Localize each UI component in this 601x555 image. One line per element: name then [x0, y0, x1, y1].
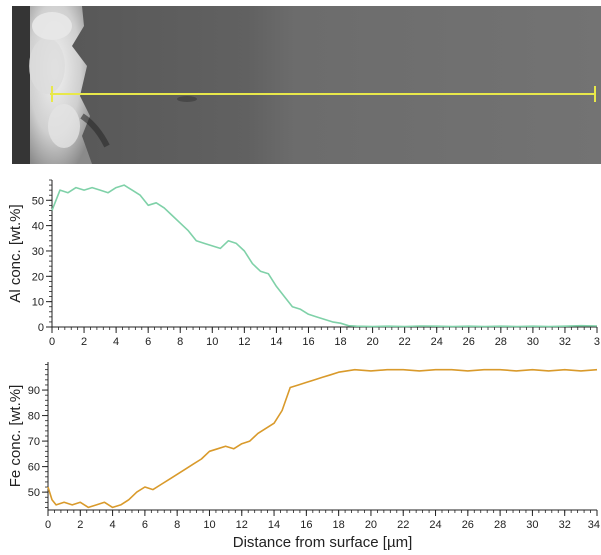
x-tick-label: 10 [206, 336, 218, 348]
x-tick-label: 14 [270, 336, 282, 348]
series-line [47, 368, 598, 509]
x-tick-label: 28 [495, 336, 507, 348]
x-tick-label: 16 [300, 519, 312, 531]
x-axis-title: Distance from surface [µm] [233, 534, 413, 551]
sem-micrograph [12, 6, 601, 164]
y-tick-label: 50 [28, 487, 40, 499]
y-tick-label: 80 [28, 411, 40, 423]
x-tick-label: 4 [113, 336, 119, 348]
y-tick-label: 70 [28, 436, 40, 448]
x-tick-label: 6 [142, 519, 148, 531]
x-tick-label: 24 [429, 519, 441, 531]
y-axis-title: Al conc. [wt.%] [7, 204, 24, 302]
x-tick-label: 22 [397, 519, 409, 531]
x-tick-label: 30 [526, 519, 538, 531]
x-tick-label: 4 [110, 519, 116, 531]
x-tick-label: 6 [145, 336, 151, 348]
x-tick-label: 0 [45, 519, 51, 531]
x-tick-label: 18 [333, 519, 345, 531]
x-tick-label: 3 [594, 336, 600, 348]
series-line [51, 184, 598, 328]
x-tick-label: 14 [268, 519, 280, 531]
y-tick-label: 50 [32, 195, 44, 207]
x-tick-label: 0 [49, 336, 55, 348]
y-tick-label: 90 [28, 385, 40, 397]
y-axis-title: Fe conc. [wt.%] [7, 385, 24, 488]
y-tick-label: 60 [28, 462, 40, 474]
x-tick-label: 26 [463, 336, 475, 348]
x-tick-label: 22 [399, 336, 411, 348]
x-tick-label: 16 [302, 336, 314, 348]
x-tick-label: 20 [366, 336, 378, 348]
x-tick-label: 32 [559, 519, 571, 531]
x-tick-label: 34 [588, 519, 600, 531]
x-tick-label: 28 [494, 519, 506, 531]
x-tick-label: 12 [236, 519, 248, 531]
y-tick-label: 10 [32, 297, 44, 309]
x-tick-label: 12 [238, 336, 250, 348]
x-tick-label: 8 [177, 336, 183, 348]
y-tick-label: 30 [32, 246, 44, 258]
y-tick-label: 0 [38, 322, 44, 334]
y-tick-label: 20 [32, 271, 44, 283]
al-concentration-chart: 0 2 4 6 8 10 12 14 16 18 20 22 24 26 28 30 32 30102030405… [7, 179, 600, 348]
x-tick-label: 2 [81, 336, 87, 348]
x-tick-label: 26 [462, 519, 474, 531]
x-tick-label: 24 [431, 336, 443, 348]
x-tick-label: 30 [527, 336, 539, 348]
x-tick-label: 8 [174, 519, 180, 531]
y-tick-label: 40 [32, 221, 44, 233]
x-tick-label: 18 [334, 336, 346, 348]
x-tick-label: 10 [203, 519, 215, 531]
fe-concentration-chart: 0 2 4 6 8 10 12 14 16 18 20 22 24 26 28 30 32 34506070809… [7, 362, 600, 551]
x-tick-label: 32 [559, 336, 571, 348]
x-tick-label: 20 [365, 519, 377, 531]
x-tick-label: 2 [77, 519, 83, 531]
